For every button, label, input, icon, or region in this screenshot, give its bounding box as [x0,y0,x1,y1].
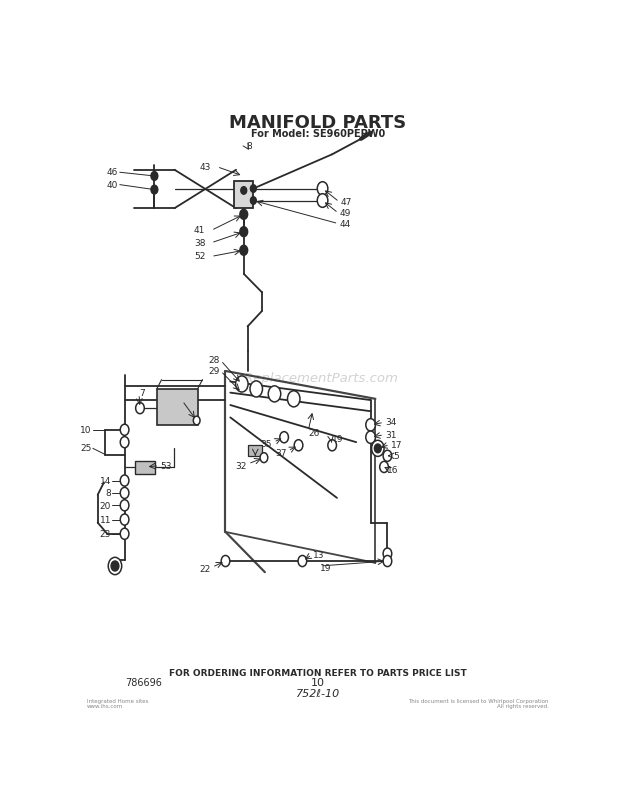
Text: 37: 37 [275,448,287,457]
Text: 8: 8 [105,489,111,498]
Text: eReplacementParts.com: eReplacementParts.com [237,371,399,384]
Text: 4: 4 [256,449,262,459]
Circle shape [120,500,129,512]
Text: 29: 29 [208,366,219,375]
Circle shape [379,462,388,473]
Circle shape [240,227,247,238]
Text: 25: 25 [81,443,92,452]
Text: This document is licensed to Whirlpool Corporation
All rights reserved.: This document is licensed to Whirlpool C… [408,698,548,708]
Text: 2: 2 [182,395,188,405]
Text: 40: 40 [107,181,118,190]
Circle shape [374,445,381,453]
Circle shape [120,515,129,525]
Circle shape [151,173,157,181]
Circle shape [260,453,268,463]
Circle shape [221,556,230,567]
Text: 22: 22 [200,565,211,573]
Text: 34: 34 [385,418,396,426]
Text: 5: 5 [393,452,399,461]
Text: 26: 26 [308,428,319,437]
Circle shape [294,440,303,451]
Circle shape [241,187,247,195]
Text: 38: 38 [194,238,205,247]
Text: 19: 19 [320,563,332,572]
Circle shape [108,557,122,575]
Circle shape [120,437,129,448]
Text: 41: 41 [194,226,205,235]
Text: 752ℓ-10: 752ℓ-10 [296,688,340,698]
Bar [234,181,254,209]
Text: 14: 14 [100,476,111,486]
Circle shape [328,440,337,451]
Circle shape [383,450,392,462]
Circle shape [236,377,248,393]
Text: 7: 7 [139,389,144,397]
Circle shape [120,425,129,436]
Circle shape [366,419,376,431]
Circle shape [371,441,384,457]
Text: 43: 43 [200,162,211,171]
Circle shape [298,556,307,567]
Text: 13: 13 [313,550,324,559]
Text: 32: 32 [235,461,247,470]
Circle shape [383,548,392,560]
Circle shape [111,561,119,571]
Text: MANIFOLD PARTS: MANIFOLD PARTS [229,114,406,132]
Text: 16: 16 [387,465,399,475]
Text: 28: 28 [208,356,219,365]
Text: FOR ORDERING INFORMATION REFER TO PARTS PRICE LIST: FOR ORDERING INFORMATION REFER TO PARTS … [169,668,467,677]
Circle shape [240,246,247,256]
Text: 23: 23 [100,530,111,539]
Text: 10: 10 [311,678,325,687]
Text: 52: 52 [194,252,205,261]
Circle shape [288,391,300,407]
Circle shape [317,182,328,196]
Text: For Model: SE960PEPW0: For Model: SE960PEPW0 [250,128,385,138]
Bar [248,445,262,456]
Text: Integrated Home sites
www.ihs.com: Integrated Home sites www.ihs.com [87,698,149,708]
Text: 46: 46 [107,168,118,177]
Text: 47: 47 [340,198,352,206]
Circle shape [250,185,256,193]
Text: 20: 20 [100,501,111,510]
Circle shape [366,431,376,444]
Circle shape [120,528,129,540]
Circle shape [120,475,129,487]
Bar [135,461,156,475]
Bar [157,389,198,426]
Text: 11: 11 [100,516,111,524]
Text: 19: 19 [332,434,343,443]
Circle shape [268,386,281,402]
Text: 49: 49 [339,209,351,218]
Circle shape [250,381,262,397]
Text: 35: 35 [260,439,272,448]
Circle shape [240,210,247,220]
Circle shape [250,198,256,205]
Text: 10: 10 [81,426,92,434]
Text: 44: 44 [339,220,351,229]
Circle shape [383,556,392,567]
Circle shape [193,417,200,426]
Circle shape [120,487,129,499]
Circle shape [136,403,144,414]
Text: 786696: 786696 [125,678,162,687]
Circle shape [151,186,157,194]
Text: 31: 31 [385,430,397,439]
Text: 8: 8 [247,141,252,150]
Text: 17: 17 [391,440,402,449]
Circle shape [317,194,328,208]
Text: 53: 53 [160,461,172,470]
Circle shape [280,432,288,443]
